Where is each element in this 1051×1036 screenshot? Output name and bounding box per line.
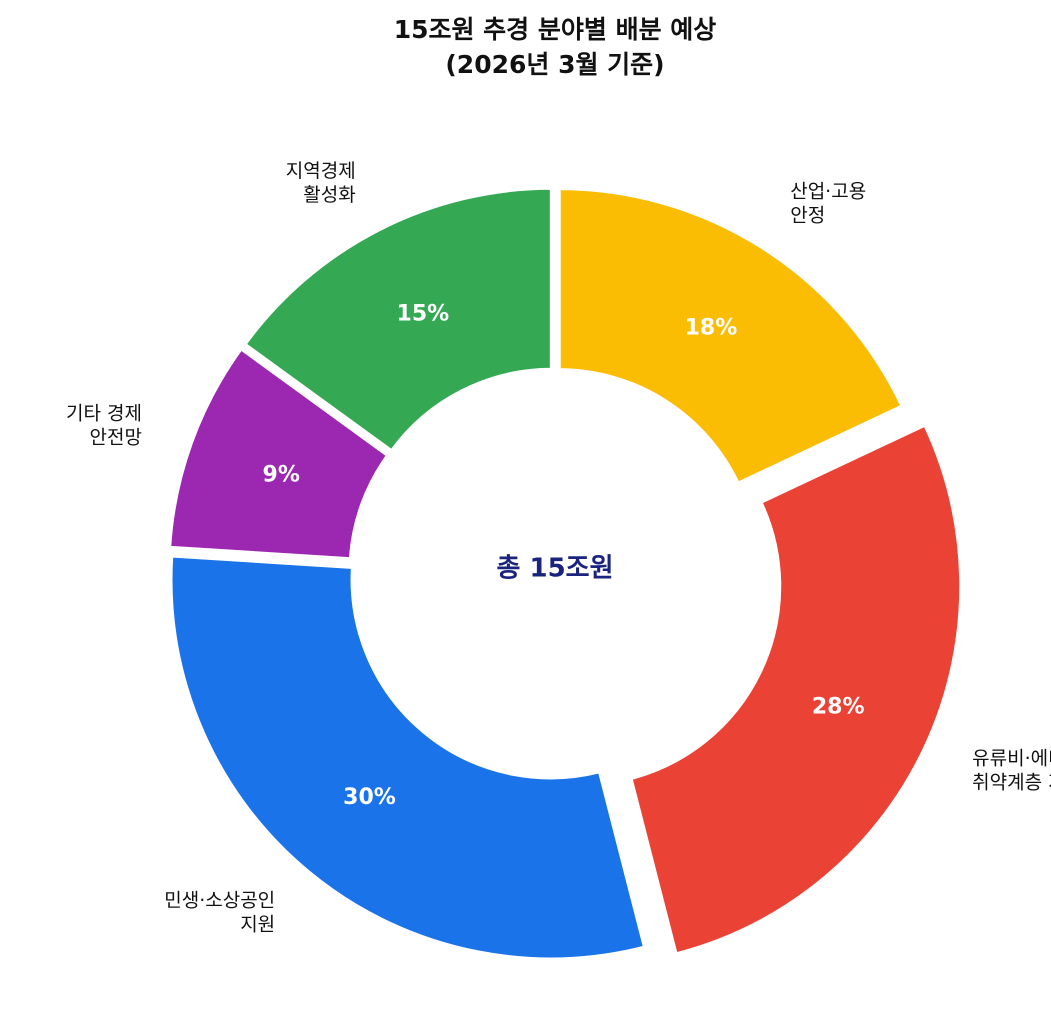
chart-subtitle: (2026년 3월 기준) [445,50,664,79]
slice-category-label: 지역경제 활성화 [286,160,356,206]
slices-group [167,185,964,962]
slice-category-label-line: 지원 [240,913,275,935]
slice-1 [167,345,392,562]
slice-category-label-line: 안정 [790,204,825,226]
slice-category-label: 기타 경제 안전망 [66,402,142,448]
slice-0 [241,185,554,455]
slice-percent-label: 18% [685,315,738,340]
slice-percent-label: 30% [343,785,396,810]
slice-category-label: 유류비·에너지취약계층 지원 [972,747,1051,793]
slice-2 [168,553,648,962]
slice-percent-label: 9% [263,462,300,487]
slice-3 [628,421,964,957]
slice-category-label: 민생·소상공인 지원 [164,889,275,935]
slice-category-label-line: 산업·고용 [790,180,866,202]
slice-category-label-line: 안전망 [90,426,142,448]
slice-category-label-line: 유류비·에너지 [972,747,1051,769]
slice-category-label-line: 지역경제 [286,160,356,182]
center-total-label: 총 15조원 [497,554,614,584]
slice-category-label-line: 민생·소상공인 [164,889,275,911]
slice-percent-label: 15% [397,302,450,327]
slice-category-label-line: 취약계층 지원 [972,771,1051,793]
slice-category-label: 산업·고용 안정 [790,180,866,226]
slice-category-label-line: 활성화 [303,184,355,206]
labels-group: 15% 지역경제 활성화 9% 기타 경제 안전망 30% 민생·소상공인 지원 28% 유류비·에… [66,160,1051,935]
slice-category-label-line: 기타 경제 [66,402,142,424]
chart-title: 15조원 추경 분야별 배분 예상 [394,15,717,44]
slice-4 [556,186,906,487]
slice-percent-label: 28% [812,694,865,719]
